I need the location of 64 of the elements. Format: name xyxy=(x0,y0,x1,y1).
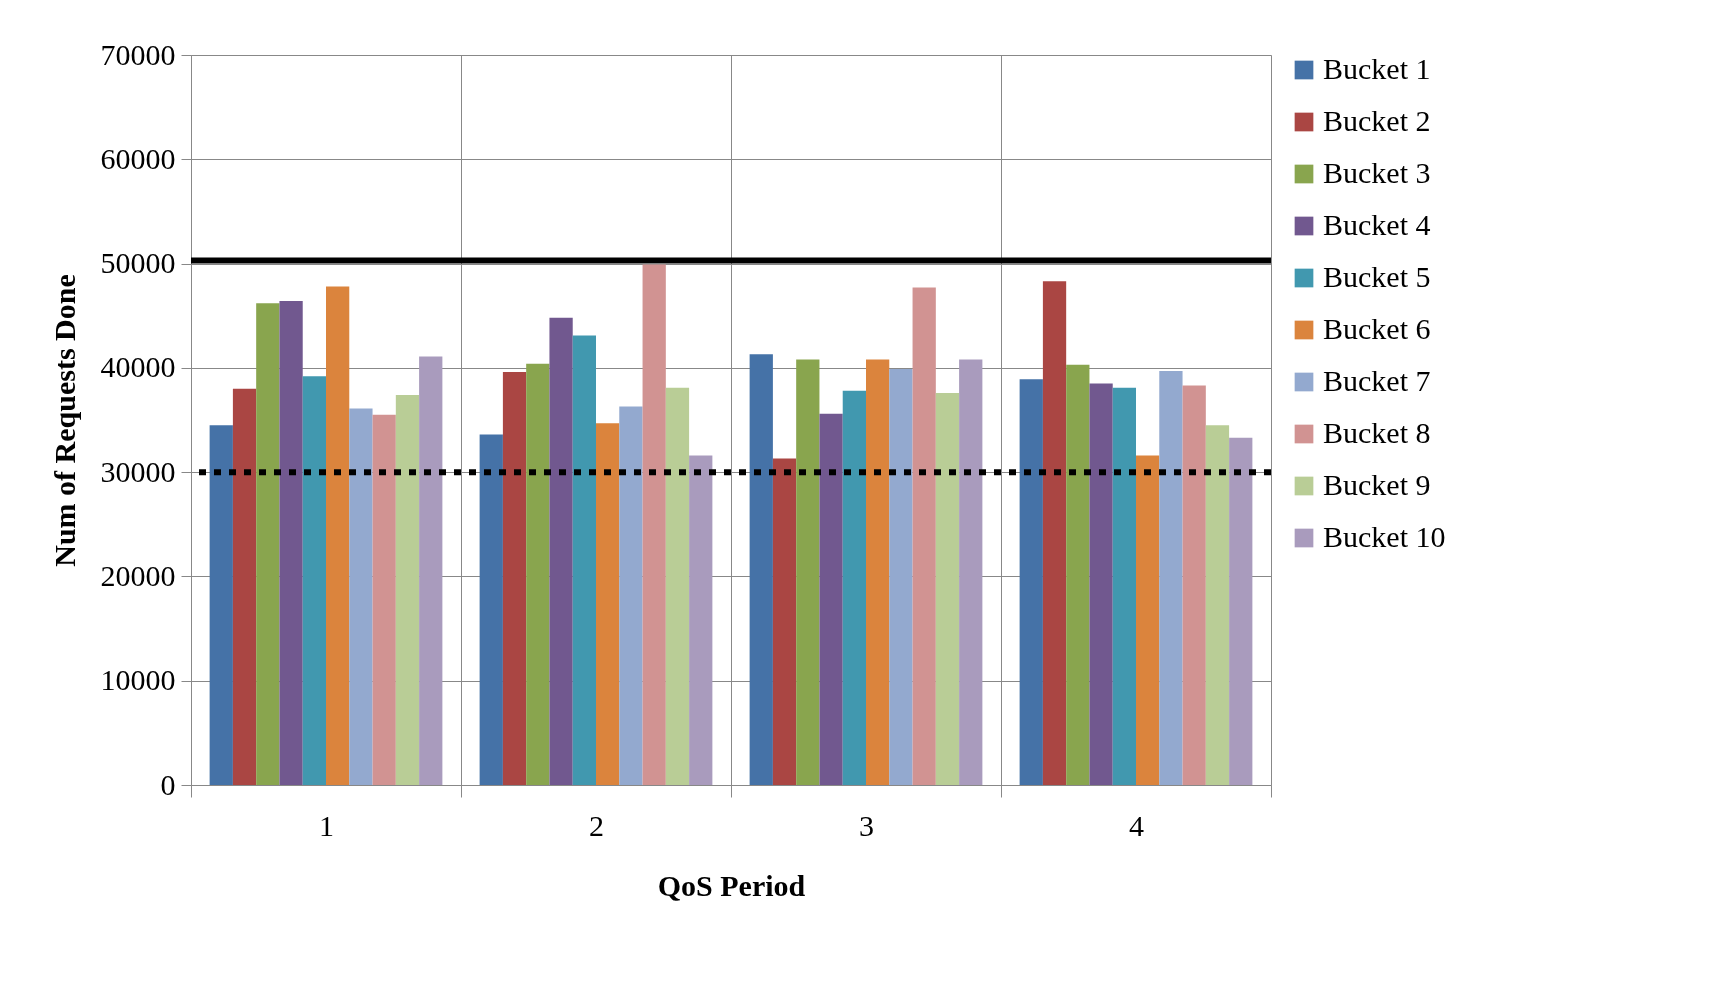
bar xyxy=(279,301,303,785)
legend-label: Bucket 5 xyxy=(1323,260,1431,293)
legend-label: Bucket 6 xyxy=(1323,312,1431,345)
bar xyxy=(889,368,913,785)
bar xyxy=(1042,281,1067,785)
bar xyxy=(1229,437,1253,785)
bar xyxy=(665,387,690,785)
bar xyxy=(479,434,503,785)
legend-label: Bucket 4 xyxy=(1323,208,1431,241)
y-axis-title: Num of Requests Done xyxy=(47,274,81,567)
bar xyxy=(842,390,866,785)
bar xyxy=(959,359,983,785)
bar xyxy=(502,372,527,785)
bar xyxy=(302,376,326,785)
bar xyxy=(395,394,420,785)
bar xyxy=(689,455,713,785)
bar xyxy=(935,392,960,785)
bar xyxy=(642,264,666,785)
bar xyxy=(419,356,443,785)
bar xyxy=(1205,425,1230,785)
x-tick-label: 2 xyxy=(589,808,604,842)
bar xyxy=(1089,383,1113,785)
legend-label: Bucket 9 xyxy=(1323,468,1431,501)
bar xyxy=(866,359,890,785)
bar xyxy=(256,303,280,785)
bar xyxy=(772,458,797,785)
y-tick-label: 50000 xyxy=(100,246,176,280)
bar xyxy=(209,425,233,785)
x-axis-title: QoS Period xyxy=(657,868,806,902)
y-tick-label: 10000 xyxy=(100,663,176,697)
bar xyxy=(572,335,596,785)
bar xyxy=(326,286,350,785)
y-tick-label: 60000 xyxy=(100,141,176,175)
bar xyxy=(796,359,820,785)
legend-label: Bucket 3 xyxy=(1323,156,1431,189)
legend-label: Bucket 2 xyxy=(1323,104,1431,137)
legend-label: Bucket 1 xyxy=(1323,52,1431,85)
bar xyxy=(749,354,773,785)
y-tick-label: 20000 xyxy=(100,558,176,592)
bar xyxy=(372,414,396,785)
y-tick-label: 70000 xyxy=(100,37,176,71)
bar xyxy=(1112,387,1136,785)
bar xyxy=(1159,370,1183,785)
x-tick-label: 4 xyxy=(1129,808,1144,842)
legend-label: Bucket 7 xyxy=(1323,364,1431,397)
bar xyxy=(549,317,573,785)
y-tick-label: 30000 xyxy=(100,454,176,488)
legend-label: Bucket 8 xyxy=(1323,416,1431,449)
bar xyxy=(349,408,373,785)
x-tick-label: 3 xyxy=(859,808,874,842)
bar xyxy=(232,388,257,785)
bar xyxy=(1136,455,1160,785)
bar xyxy=(619,406,643,785)
y-tick-label: 40000 xyxy=(100,350,176,384)
bar xyxy=(1182,385,1206,785)
x-tick-label: 1 xyxy=(319,808,334,842)
bar xyxy=(1019,379,1043,785)
bar xyxy=(1066,364,1090,785)
bar xyxy=(912,287,936,785)
bar xyxy=(526,363,550,785)
y-tick-label: 0 xyxy=(160,767,176,801)
bar xyxy=(819,413,843,785)
bar xyxy=(596,423,620,785)
legend-label: Bucket 10 xyxy=(1323,520,1446,553)
